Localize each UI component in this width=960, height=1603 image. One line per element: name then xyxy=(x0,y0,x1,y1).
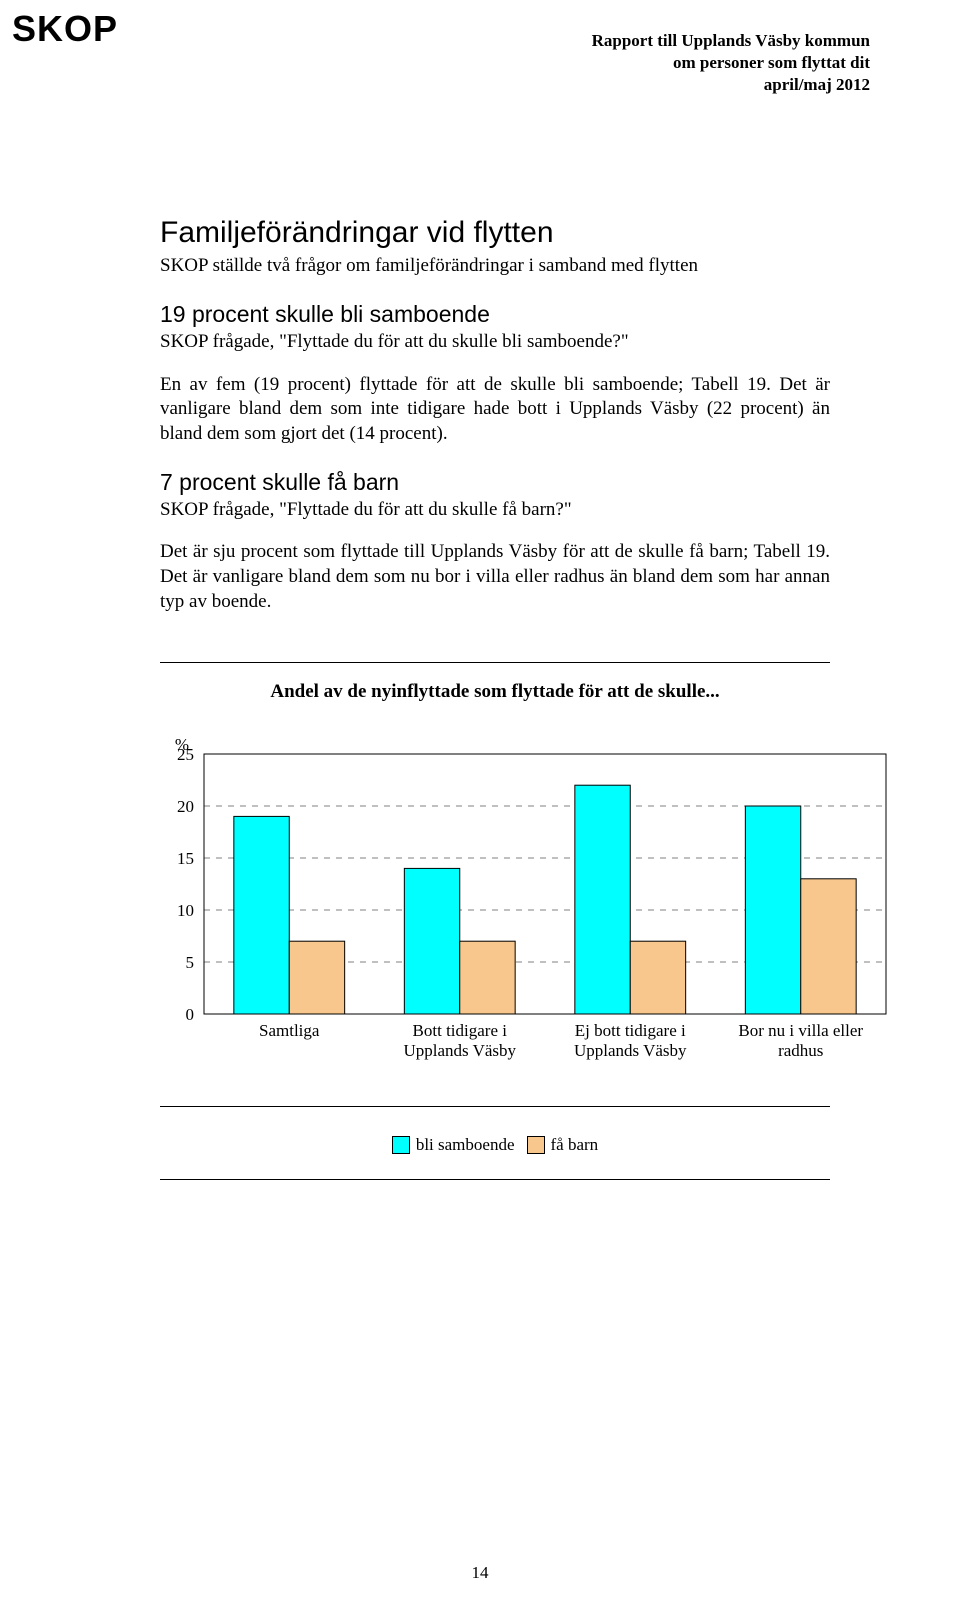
header-line3: april/maj 2012 xyxy=(90,74,870,96)
svg-text:%: % xyxy=(175,735,189,754)
bar xyxy=(234,817,289,1015)
report-header: Rapport till Upplands Väsby kommun om pe… xyxy=(90,30,870,96)
legend-swatch xyxy=(527,1136,545,1154)
svg-text:20: 20 xyxy=(177,797,194,816)
chart-legend: bli samboende få barn xyxy=(160,1135,830,1159)
svg-text:15: 15 xyxy=(177,849,194,868)
bar xyxy=(801,879,856,1014)
sub2-body: Det är sju procent som flyttade till Upp… xyxy=(160,540,830,614)
x-axis-label: radhus xyxy=(778,1041,823,1060)
page: SKOP Rapport till Upplands Väsby kommun … xyxy=(0,0,960,1603)
page-number: 14 xyxy=(0,1563,960,1583)
legend-item: bli samboende xyxy=(392,1135,515,1155)
chart-title: Andel av de nyinflyttade som flyttade fö… xyxy=(160,681,830,703)
chart-wrap: 0510152025%SamtligaBott tidigare iUpplan… xyxy=(160,721,890,1092)
x-axis-label: Upplands Väsby xyxy=(403,1041,516,1060)
bar xyxy=(630,942,685,1015)
x-axis-label: Samtliga xyxy=(259,1021,320,1040)
header-line2: om personer som flyttat dit xyxy=(90,52,870,74)
logo: SKOP xyxy=(12,8,118,50)
bar xyxy=(575,786,630,1015)
svg-text:0: 0 xyxy=(186,1005,195,1024)
section-title: Familjeförändringar vid flytten xyxy=(160,216,830,250)
legend-label: få barn xyxy=(551,1135,599,1155)
x-axis-label: Ej bott tidigare i xyxy=(575,1021,686,1040)
svg-text:10: 10 xyxy=(177,901,194,920)
legend-item: få barn xyxy=(527,1135,599,1155)
x-axis-label: Bott tidigare i xyxy=(413,1021,508,1040)
chart-block: Andel av de nyinflyttade som flyttade fö… xyxy=(160,662,830,1180)
x-axis-label: Upplands Väsby xyxy=(574,1041,687,1060)
bar xyxy=(404,869,459,1015)
sub1-lead: SKOP frågade, "Flyttade du för att du sk… xyxy=(160,330,830,355)
content: Familjeförändringar vid flytten SKOP stä… xyxy=(90,216,870,1180)
bar xyxy=(460,942,515,1015)
sub1-body: En av fem (19 procent) flyttade för att … xyxy=(160,373,830,447)
sub2-lead: SKOP frågade, "Flyttade du för att du sk… xyxy=(160,498,830,523)
sub2-title: 7 procent skulle få barn xyxy=(160,469,830,496)
section-lead: SKOP ställde två frågor om familjeföränd… xyxy=(160,254,830,279)
sub1-title: 19 procent skulle bli samboende xyxy=(160,301,830,328)
bar xyxy=(745,806,800,1014)
svg-text:5: 5 xyxy=(186,953,195,972)
header-line1: Rapport till Upplands Väsby kommun xyxy=(90,30,870,52)
bar xyxy=(289,942,344,1015)
legend-swatch xyxy=(392,1136,410,1154)
legend-label: bli samboende xyxy=(416,1135,515,1155)
x-axis-label: Bor nu i villa eller xyxy=(738,1021,863,1040)
chart-separator xyxy=(160,1106,830,1107)
bar-chart: 0510152025%SamtligaBott tidigare iUpplan… xyxy=(160,721,890,1087)
